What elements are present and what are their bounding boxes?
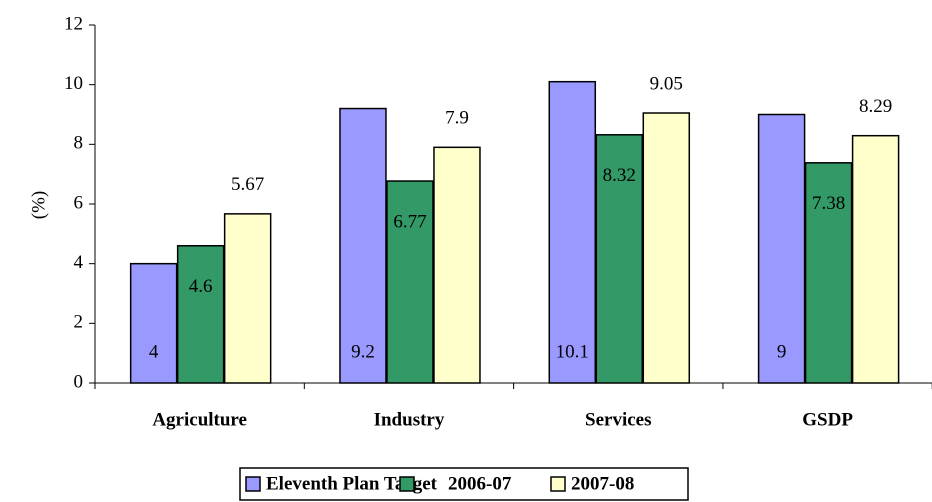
bar (129, 262, 178, 384)
bar (595, 134, 644, 384)
y-axis-label: (%) (28, 191, 49, 219)
data-label: 8.29 (859, 96, 892, 117)
data-label: 6.77 (393, 211, 426, 232)
y-tick-label: 12 (64, 13, 83, 34)
y-tick-label: 4 (74, 252, 84, 273)
y-tick-label: 0 (74, 371, 84, 392)
data-label: 5.67 (231, 174, 264, 195)
y-tick-label: 2 (74, 312, 84, 333)
bar (176, 245, 225, 384)
data-label: 7.9 (445, 108, 469, 129)
y-tick-label: 6 (74, 192, 84, 213)
bar (757, 113, 806, 384)
legend-swatch (399, 476, 415, 492)
bar (386, 180, 434, 384)
data-label: 4.6 (189, 276, 213, 297)
bar (851, 134, 900, 384)
x-tick-label: Services (585, 409, 651, 430)
legend-label: Eleventh Plan Target (266, 473, 438, 494)
bar (339, 107, 387, 384)
bar (642, 112, 691, 384)
legend-label: 2006-07 (448, 473, 512, 494)
x-tick-label: Agriculture (152, 409, 247, 430)
data-label: 7.38 (812, 193, 845, 214)
data-label: 9 (777, 341, 787, 362)
data-label: 4 (149, 341, 159, 362)
x-tick-label: GSDP (802, 409, 853, 430)
data-label: 9.2 (351, 341, 375, 362)
bar (223, 213, 272, 384)
bar (804, 162, 853, 384)
legend-swatch (550, 476, 566, 492)
data-label: 8.32 (603, 165, 636, 186)
legend-swatch (245, 476, 261, 492)
legend-box (239, 467, 689, 501)
y-tick-label: 10 (64, 73, 83, 94)
bar (433, 146, 481, 384)
x-tick-label: Industry (374, 409, 445, 430)
data-label: 9.05 (650, 73, 683, 94)
legend-label: 2007-08 (571, 473, 634, 494)
y-tick-label: 8 (74, 133, 84, 154)
data-label: 10.1 (556, 341, 589, 362)
bar (548, 80, 597, 384)
